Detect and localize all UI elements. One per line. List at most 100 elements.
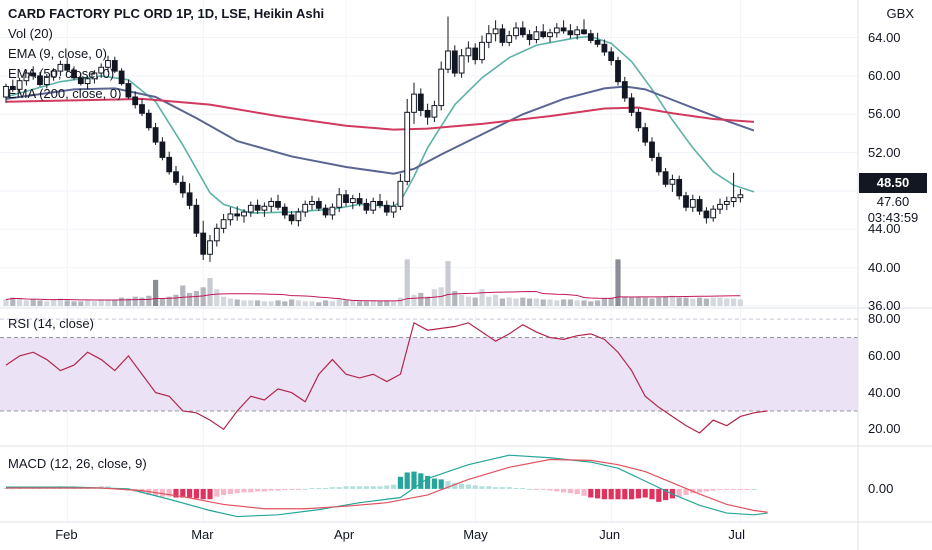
volume-bar (44, 301, 50, 306)
candle (349, 194, 356, 210)
candle-body (111, 60, 118, 72)
rsi-line (5, 321, 768, 434)
volume-bar (166, 296, 172, 306)
volume-bar (703, 298, 709, 306)
volume-bar (30, 299, 36, 306)
volume-bar (717, 297, 723, 306)
macd-histogram-bar (187, 488, 193, 498)
macd-histogram-bar (391, 484, 397, 489)
candle-body (431, 105, 438, 118)
rsi-tick-label: 60.00 (868, 347, 901, 363)
rsi-legend[interactable]: RSI (14, close) (8, 316, 94, 331)
candle (628, 93, 635, 117)
macd-histogram-bar (193, 488, 199, 499)
candle (295, 208, 302, 227)
candle-body (275, 200, 281, 208)
symbol-title[interactable]: CARD FACTORY PLC ORD 1P, 1D, LSE, Heikin… (8, 6, 325, 21)
candle (411, 82, 417, 124)
candle-body (472, 47, 479, 61)
volume-bar (336, 299, 342, 306)
legend-volume[interactable]: Vol (20) (8, 26, 53, 41)
macd-histogram-bar (261, 488, 267, 492)
volume-bar (91, 301, 97, 306)
candle-body (553, 27, 560, 34)
macd-histogram-bar (731, 488, 737, 490)
volume-bar (316, 302, 322, 306)
macd-histogram-bar (744, 488, 750, 490)
candle-body (23, 72, 30, 82)
volume-bar (737, 299, 743, 306)
macd-histogram-bar (554, 488, 560, 492)
candle (336, 188, 343, 213)
rsi-band-fill (0, 337, 858, 411)
volume-bar (255, 300, 261, 306)
volume-bar (302, 301, 308, 306)
candle (635, 108, 642, 132)
macd-histogram-bar (513, 488, 519, 490)
candle (383, 200, 390, 216)
macd-histogram-bar (527, 488, 533, 490)
candle-body (390, 205, 397, 213)
macd-histogram-bar (581, 488, 587, 496)
candle-body (540, 31, 547, 38)
candle (166, 151, 173, 175)
macd-histogram-bar (431, 478, 437, 489)
candle-body (567, 30, 574, 36)
macd-histogram-bar (248, 488, 254, 493)
legend-ema200[interactable]: EMA (200, close, 0) (8, 86, 122, 101)
price-tick-label: 36.00 (868, 298, 901, 313)
macd-legend[interactable]: MACD (12, 26, close, 9) (8, 456, 147, 471)
volume-bar (615, 259, 621, 306)
volume-bar (10, 297, 16, 306)
candle (200, 220, 207, 260)
candle (84, 75, 91, 90)
candle-body (669, 178, 676, 185)
candle (77, 73, 84, 86)
macd-histogram-bar (459, 483, 465, 489)
candle-body (723, 200, 730, 205)
candle-body (43, 76, 50, 86)
volume-bar (173, 294, 179, 306)
candle-body (547, 32, 553, 38)
candle-body (234, 213, 241, 217)
candle (186, 183, 193, 210)
candle-body (655, 156, 662, 173)
candle-body (696, 199, 703, 212)
candle (363, 198, 370, 214)
candle (499, 24, 506, 47)
candle-body (207, 240, 213, 255)
candle-body (30, 72, 37, 77)
candle (37, 72, 43, 87)
volume-bar (132, 296, 138, 306)
macd-histogram-bar (472, 485, 478, 489)
macd-histogram-bar (567, 488, 573, 494)
volume-bar (397, 297, 403, 306)
candle-body (642, 127, 649, 143)
ema200-line (5, 97, 755, 131)
macd-histogram-bar (370, 486, 376, 489)
macd-histogram-bar (642, 488, 648, 498)
legend-ema50[interactable]: EMA (50, close, 0) (8, 66, 115, 81)
candle (322, 204, 329, 218)
candle (193, 198, 200, 237)
candle-body (730, 197, 737, 202)
candle-body (703, 210, 710, 219)
volume-bar (506, 297, 512, 306)
volume-bar (676, 297, 682, 306)
candle-body (737, 194, 744, 199)
volume-bar (51, 299, 57, 306)
legend-ema9[interactable]: EMA (9, close, 0) (8, 46, 107, 61)
candle-body (451, 50, 458, 74)
ema-lines (5, 35, 755, 214)
volume-bar (527, 298, 533, 306)
time-tick-label: Feb (55, 527, 78, 542)
volume-bar (384, 300, 390, 306)
candle-body (377, 200, 383, 206)
candle-body (281, 206, 288, 216)
macd-histogram-bar (438, 479, 444, 489)
candle-body (445, 50, 451, 70)
volume-bar (404, 259, 410, 306)
volume-bar (601, 298, 607, 306)
volume-bar (513, 298, 519, 306)
